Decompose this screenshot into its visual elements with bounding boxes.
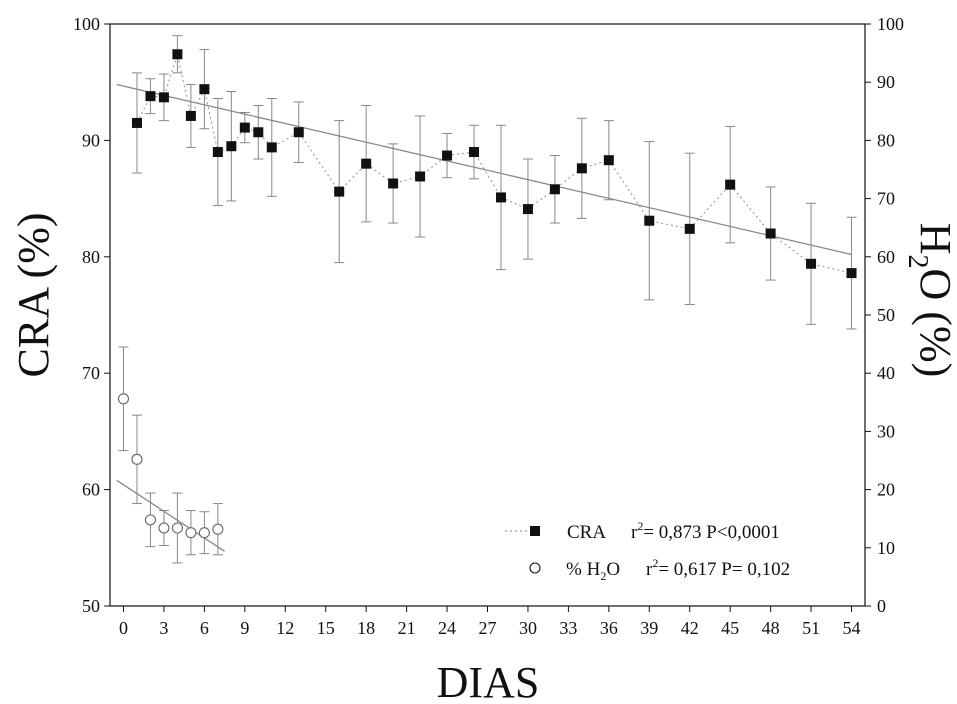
x-tick-label-13: 39 (640, 618, 658, 638)
cra-point-21 (576, 163, 587, 174)
cra-point-24 (684, 223, 695, 234)
cra-point-28 (846, 268, 857, 279)
legend-cra-stat: r2= 0,873 P<0,0001 (631, 519, 780, 543)
legend-cra-marker (530, 526, 540, 536)
cra-point-2 (158, 92, 169, 103)
cra-point-19 (522, 204, 533, 215)
yl-tick-label-4: 90 (82, 130, 100, 150)
x-tick-label-12: 36 (600, 618, 618, 638)
x-tick-label-18: 54 (843, 618, 861, 638)
yr-tick-label-3: 30 (877, 421, 895, 441)
yr-tick-label-4: 40 (877, 363, 895, 383)
yl-tick-label-5: 100 (73, 14, 100, 34)
legend-h2o-marker (529, 562, 541, 574)
x-tick-label-16: 48 (762, 618, 780, 638)
x-tick-label-15: 45 (721, 618, 739, 638)
legend-cra-label: CRA (567, 522, 606, 543)
series-connector-0 (136, 52, 852, 274)
cra-point-11 (293, 127, 304, 138)
h2o-point-7 (212, 523, 224, 535)
yr-tick-label-2: 20 (877, 480, 895, 500)
yr-tick-label-0: 0 (877, 596, 886, 616)
x-tick-label-0: 0 (119, 618, 128, 638)
cra-point-22 (603, 155, 614, 166)
yr-tick-label-7: 70 (877, 189, 895, 209)
cra-point-18 (495, 192, 506, 203)
cra-point-14 (388, 178, 399, 189)
cra-point-12 (334, 186, 345, 197)
cra-point-9 (253, 127, 264, 138)
cra-point-8 (239, 122, 250, 133)
cra-point-5 (199, 84, 210, 95)
x-axis-ticks: 0 3 6 9 12 15 18 21 24 27 30 33 36 39 42 45 48 51 54 (119, 606, 861, 638)
cra-point-7 (226, 141, 237, 152)
cra-point-15 (415, 171, 426, 182)
series-connectors (136, 52, 852, 274)
x-tick-label-10: 30 (519, 618, 537, 638)
trend-lines (116, 83, 852, 552)
legend-h2o-stat: r2= 0,617 P= 0,102 (646, 556, 790, 580)
y-right-axis-ticks: 0 10 20 30 40 50 60 70 80 90 100 (865, 14, 904, 616)
y-right-axis-title: H2O (%) (902, 223, 957, 378)
x-tick-label-5: 15 (317, 618, 335, 638)
x-tick-label-4: 12 (276, 618, 294, 638)
cra-point-1 (145, 91, 156, 102)
yr-tick-label-9: 90 (877, 72, 895, 92)
cra-point-20 (549, 184, 560, 195)
yl-tick-label-1: 60 (82, 480, 100, 500)
cra-point-23 (644, 215, 655, 226)
cra-point-26 (765, 228, 776, 239)
cra-point-10 (266, 142, 277, 153)
yr-tick-label-5: 50 (877, 305, 895, 325)
h2o-point-5 (185, 527, 197, 539)
legend: CRA r2= 0,873 P<0,0001 % H2O r2= 0,617 P… (505, 519, 790, 583)
h2o-point-3 (158, 522, 170, 534)
y-left-axis-title: CRA (%) (9, 213, 58, 378)
h2o-point-4 (171, 522, 183, 534)
cra-point-25 (725, 179, 736, 190)
cra-point-13 (361, 158, 372, 169)
x-tick-label-8: 24 (438, 618, 456, 638)
yr-tick-label-10: 100 (877, 14, 904, 34)
cra-point-16 (442, 150, 453, 161)
x-tick-label-17: 51 (802, 618, 820, 638)
x-tick-label-6: 18 (357, 618, 375, 638)
h2o-point-2 (144, 514, 156, 526)
yl-tick-label-3: 80 (82, 247, 100, 267)
cra-point-6 (212, 147, 223, 158)
cra-point-4 (185, 110, 196, 121)
x-tick-label-9: 27 (479, 618, 497, 638)
yl-tick-label-0: 50 (82, 596, 100, 616)
y-right-axis-title-subscript: 2 (902, 255, 933, 269)
cra-point-0 (131, 117, 142, 128)
yl-tick-label-2: 70 (82, 363, 100, 383)
yr-tick-label-6: 60 (877, 247, 895, 267)
x-tick-label-11: 33 (559, 618, 577, 638)
trend-line-0 (116, 83, 852, 256)
cra-point-3 (172, 49, 183, 60)
yr-tick-label-8: 80 (877, 130, 895, 150)
h2o-point-6 (198, 527, 210, 539)
plot-frame (109, 23, 866, 607)
h2o-point-0 (117, 393, 130, 405)
trend-line-1 (116, 479, 225, 552)
data-markers (117, 49, 857, 539)
x-axis-title: DIAS (437, 658, 540, 704)
cra-point-27 (806, 258, 817, 269)
yr-tick-label-1: 10 (877, 538, 895, 558)
x-tick-label-1: 3 (159, 618, 168, 638)
y-left-axis-ticks: 50 60 70 80 90 100 (73, 14, 110, 616)
h2o-point-1 (131, 453, 143, 465)
x-tick-label-2: 6 (200, 618, 209, 638)
legend-h2o-label: % H2O (566, 559, 620, 583)
x-tick-label-7: 21 (398, 618, 416, 638)
error-bars (118, 35, 857, 564)
x-tick-label-14: 42 (681, 618, 699, 638)
cra-point-17 (469, 147, 480, 158)
x-tick-label-3: 9 (240, 618, 249, 638)
